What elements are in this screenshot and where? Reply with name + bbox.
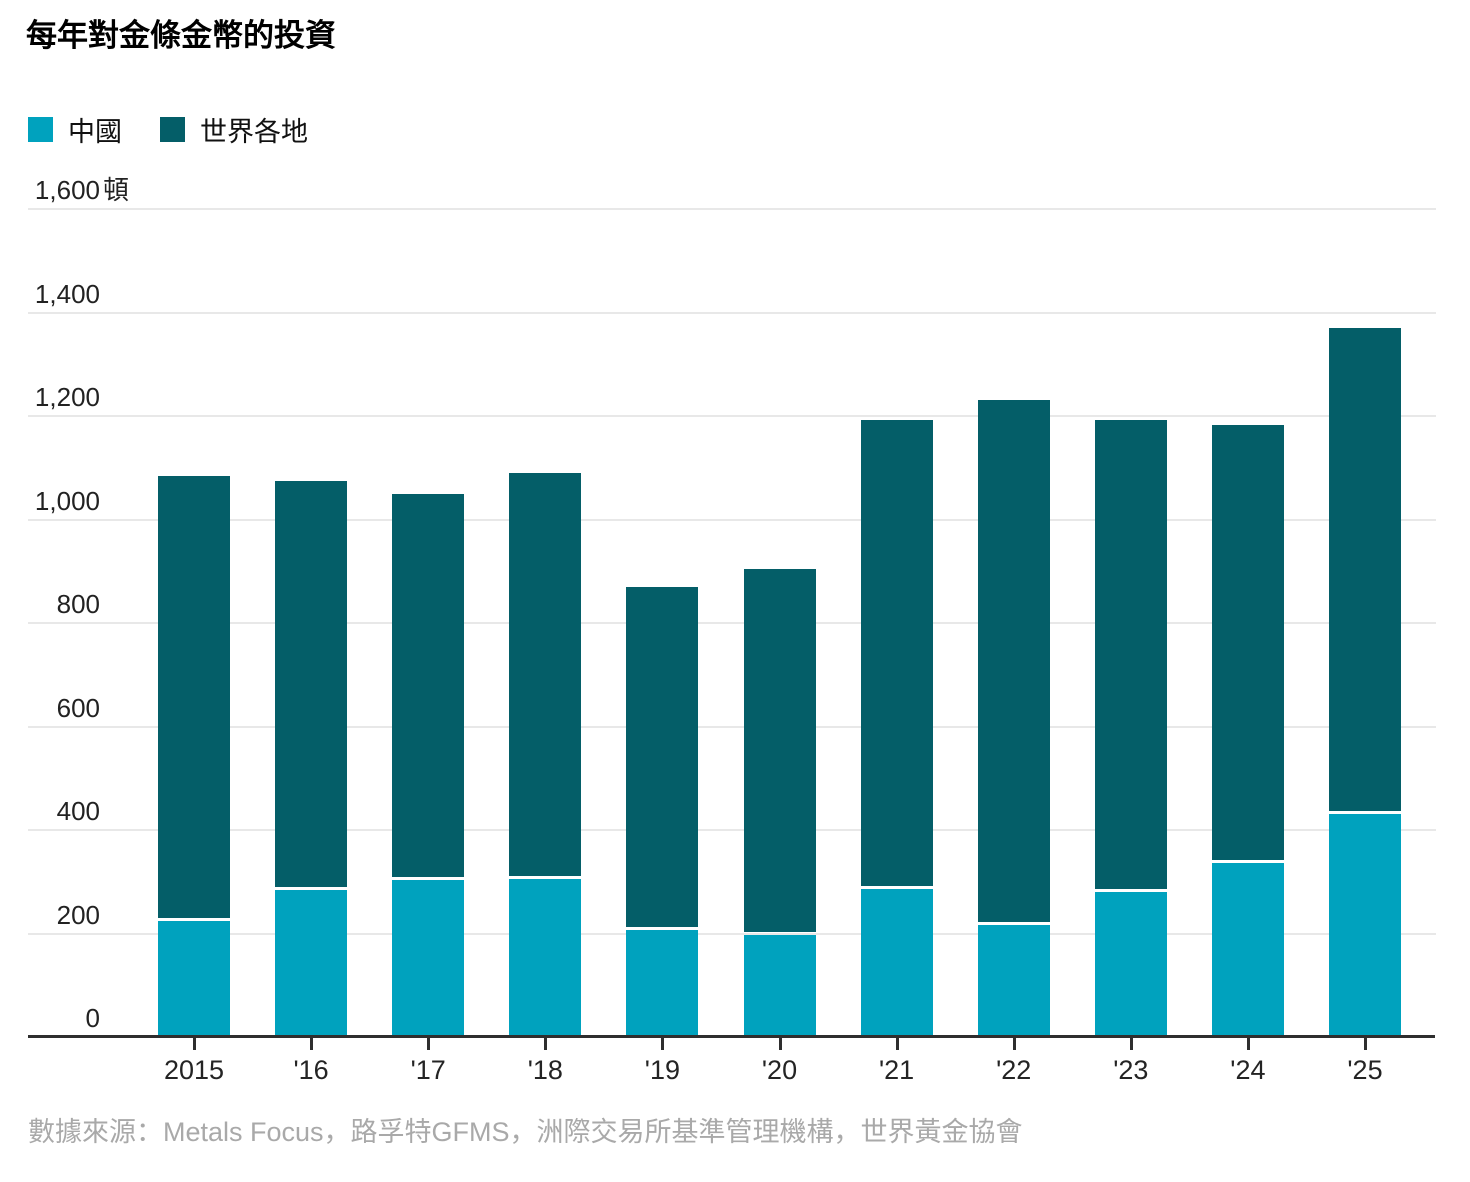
bar-segment-world [1094,420,1167,890]
legend-item-world: 世界各地 [160,110,308,149]
y-axis-label-0: 0 [85,1003,100,1033]
y-axis-label-1600: 1,600 [34,175,100,205]
x-axis-tick-21 [895,1037,899,1050]
bar-segment-world [509,472,582,877]
bar-segment-china [1211,863,1284,1037]
bar-segment-china [1329,814,1401,1037]
x-axis-label-19: '19 [644,1055,680,1085]
bar-segment-world [860,420,933,886]
x-axis-label-23: '23 [1113,1055,1149,1085]
bar-20 [743,568,816,1037]
bar-segment-china [392,879,465,1037]
y-axis-label-1000: 1,000 [34,485,100,516]
y-axis-label-600: 600 [56,692,100,723]
x-axis-label-17: '17 [410,1055,446,1085]
legend-label-china: 中國 [68,117,122,147]
x-axis-line [28,1035,1435,1038]
bar-segment-world [626,586,699,927]
y-axis-label-1400: 1,400 [34,278,100,309]
chart-title: 每年對金條金幣的投資 [26,18,336,53]
y-axis-unit: 頓 [103,175,130,205]
y-axis-label-1200: 1,200 [34,382,100,412]
gridline-600 [28,725,1436,728]
source-note: 數據來源：Metals Focus，路孚特GFMS，洲際交易所基準管理機構，世界… [28,1117,1023,1147]
bar-18 [509,472,582,1037]
bar-segment-china [275,890,348,1037]
bar-24 [1211,424,1284,1037]
legend-swatch-china [28,117,53,142]
legend: 中國 世界各地 [28,110,308,149]
gridline-1600 [28,208,1436,210]
gridline-800 [28,622,1436,624]
bar-17 [392,493,465,1037]
bar-segment-china [977,924,1050,1037]
x-axis-label-2015: 2015 [163,1055,225,1085]
x-axis-tick-20 [778,1037,782,1050]
bar-21 [860,420,933,1037]
bar-segment-world [392,493,465,877]
x-axis-label-16: '16 [293,1055,329,1085]
bar-segment-world [1329,328,1401,812]
x-axis-tick-17 [427,1037,431,1050]
bar-segment-china [158,920,230,1037]
x-axis-label-22: '22 [996,1055,1032,1085]
legend-label-world: 世界各地 [200,117,308,147]
gridline-400 [28,829,1436,831]
x-axis-tick-24 [1246,1037,1250,1050]
bar-segment-china [743,935,816,1037]
gridline-1400 [28,311,1436,314]
x-axis-label-25: '25 [1347,1055,1383,1085]
x-axis-label-18: '18 [527,1055,563,1085]
bar-segment-china [1094,892,1167,1037]
x-axis-label-21: '21 [879,1055,915,1085]
bar-2015 [158,475,230,1037]
gridline-1200 [28,415,1436,417]
bar-16 [275,480,348,1037]
x-axis-tick-2015 [193,1037,196,1050]
x-axis-label-20: '20 [761,1055,798,1085]
x-axis-label-24: '24 [1230,1055,1266,1085]
gridline-200 [28,932,1436,935]
y-axis-label-800: 800 [56,589,100,619]
bar-segment-world [743,568,816,933]
bar-segment-world [977,400,1050,922]
bar-segment-china [860,888,933,1037]
y-axis-label-400: 400 [56,796,100,826]
x-axis-tick-16 [310,1037,314,1050]
bar-23 [1094,420,1167,1037]
bar-22 [977,400,1050,1037]
x-axis-tick-19 [661,1037,665,1050]
y-axis-label-200: 200 [56,899,100,930]
bar-segment-china [509,879,582,1037]
bar-25 [1329,328,1401,1037]
gridline-1000 [28,518,1436,521]
x-axis-tick-25 [1364,1037,1367,1050]
bar-segment-world [275,480,348,888]
bar-19 [626,586,699,1037]
x-axis-tick-22 [1012,1037,1016,1050]
x-axis-tick-23 [1129,1037,1133,1050]
bar-segment-world [1211,424,1284,861]
bar-segment-world [158,475,230,918]
legend-swatch-world [160,117,185,142]
x-axis-tick-18 [544,1037,548,1050]
bar-segment-china [626,929,699,1037]
legend-item-china: 中國 [28,110,122,149]
